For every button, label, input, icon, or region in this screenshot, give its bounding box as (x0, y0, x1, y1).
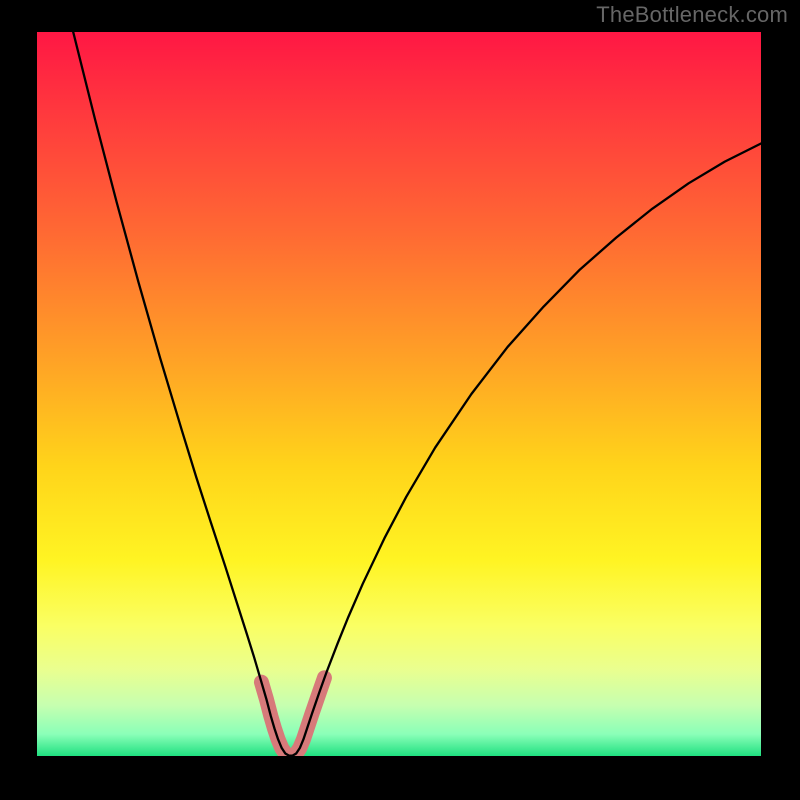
bottleneck-curve (73, 32, 761, 756)
plot-area (37, 32, 761, 756)
watermark-text: TheBottleneck.com (596, 2, 788, 28)
chart-frame: TheBottleneck.com (0, 0, 800, 800)
plot-svg (37, 32, 761, 756)
